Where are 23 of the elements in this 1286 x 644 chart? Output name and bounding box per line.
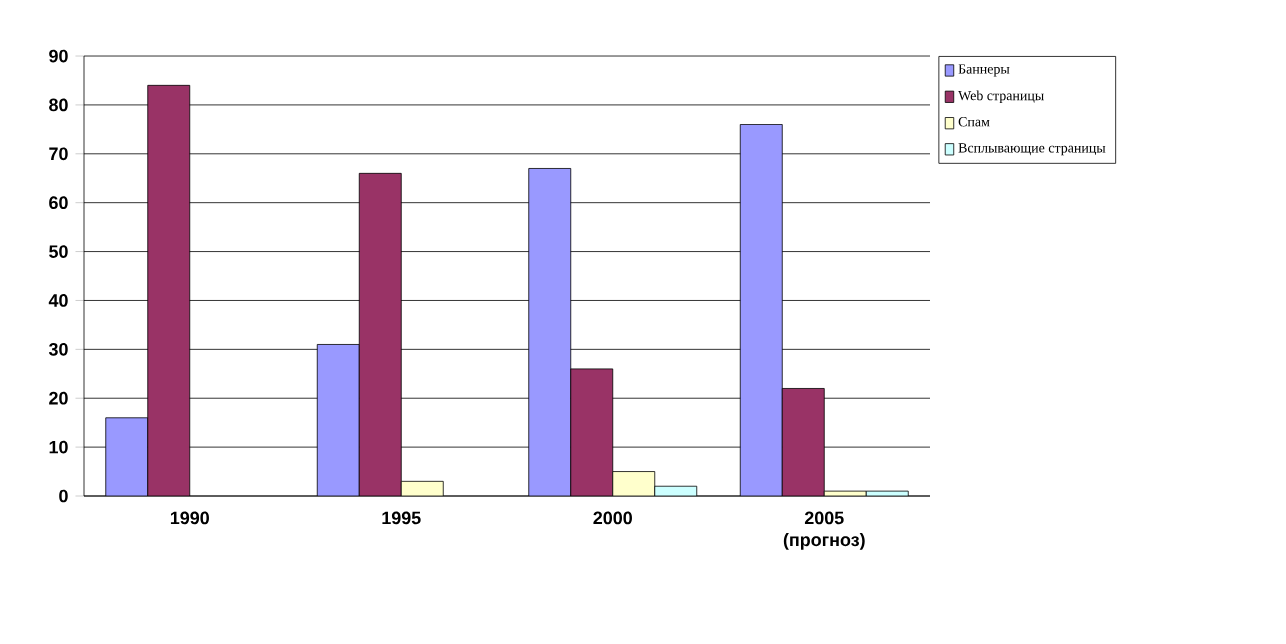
bar bbox=[105, 417, 149, 496]
bar bbox=[612, 471, 655, 496]
x-tick-label: 2005 (прогноз) bbox=[783, 511, 865, 550]
y-tick-label: 50 bbox=[49, 245, 68, 258]
bar bbox=[570, 368, 614, 496]
y-tick-label: 70 bbox=[49, 147, 68, 161]
y-tick-label: 90 bbox=[49, 49, 68, 63]
x-tick-label: 1990 bbox=[170, 511, 209, 525]
y-tick-label: 30 bbox=[48, 342, 68, 356]
bar bbox=[781, 388, 825, 496]
y-tick-label: 20 bbox=[49, 391, 68, 405]
y-tick-label: 60 bbox=[49, 196, 68, 210]
bar bbox=[528, 168, 572, 496]
bar bbox=[739, 124, 783, 496]
bar bbox=[358, 172, 402, 496]
bar bbox=[316, 344, 360, 496]
y-tick-label: 0 bbox=[59, 489, 68, 503]
y-tick-label: 10 bbox=[49, 440, 68, 454]
y-tick-label: 80 bbox=[49, 98, 68, 112]
bar bbox=[147, 84, 191, 496]
x-tick-label: 1995 bbox=[382, 511, 421, 525]
y-tick-label: 40 bbox=[48, 294, 68, 307]
x-tick-label: 2000 bbox=[593, 511, 632, 525]
